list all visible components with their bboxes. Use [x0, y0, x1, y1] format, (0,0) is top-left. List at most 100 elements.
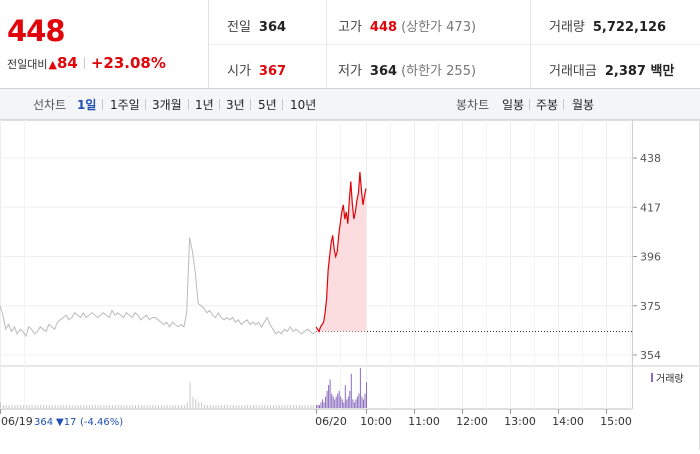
volume-bar [172, 405, 174, 408]
stat-volume: 거래량 5,722,126 [549, 16, 666, 35]
volume-bar [37, 405, 39, 408]
low-value: 364 [369, 64, 398, 79]
volume-bar [112, 405, 113, 408]
x-tick-label: 06/19 [1, 415, 33, 428]
trade-amount-label: 거래대금 [549, 64, 597, 79]
y-tick-label: 396 [640, 251, 661, 264]
change-label: 전일대비 [7, 58, 48, 71]
volume-bar [25, 405, 27, 408]
current-price-box: 448 전일대비▲84 +23.08% [0, 0, 209, 88]
period-1-year-button[interactable]: 1년 [195, 98, 214, 112]
divider [250, 99, 251, 110]
stat-prev-close: 전일 364 [227, 16, 286, 35]
current-price: 448 [7, 14, 66, 48]
x-tick-label: 12:00 [456, 415, 488, 428]
x-tick-label: 15:00 [600, 415, 632, 428]
open-value: 367 [258, 64, 287, 79]
volume-bar [329, 379, 331, 408]
volume-bar [60, 405, 62, 408]
volume-bar [221, 405, 223, 408]
volume-bar [135, 405, 136, 408]
divider [563, 99, 564, 110]
volume-bar [43, 405, 45, 408]
volume-bar [235, 405, 237, 408]
period-1-week-button[interactable]: 1주일 [110, 98, 140, 112]
volume-bar [40, 405, 42, 408]
volume-bar [284, 405, 286, 408]
volume-bar [249, 405, 251, 408]
volume-bar [317, 405, 319, 408]
divider [188, 99, 189, 110]
volume-bar [218, 405, 220, 408]
volume-bar [123, 405, 125, 408]
divider [209, 44, 700, 45]
volume-bar [146, 405, 148, 408]
volume-bar [155, 405, 157, 408]
volume-bar [117, 405, 119, 408]
chart-grid [0, 120, 700, 450]
period-3-year-button[interactable]: 3년 [226, 98, 245, 112]
volume-bar [264, 405, 266, 408]
volume-bar [183, 405, 185, 408]
volume-legend-swatch [651, 373, 653, 382]
volume-bar [287, 405, 289, 408]
volume-bar [209, 405, 211, 408]
volume-bar [304, 405, 306, 408]
volume-bar [340, 396, 342, 408]
upper-limit-value: 473) [446, 20, 477, 35]
period-5-year-button[interactable]: 5년 [258, 98, 277, 112]
chart-canvas: 438 417 396 375 354 거래량 06/19 06/20 10:00 11:00 12… [0, 120, 700, 450]
volume-bar [178, 405, 180, 408]
y-tick-label: 354 [640, 349, 661, 362]
x-tick-label: 06/20 [315, 415, 347, 428]
period-10-year-button[interactable]: 10년 [290, 98, 317, 112]
x-tick-label: 10:00 [360, 415, 392, 428]
prev-close-label: 전일 [227, 20, 251, 35]
volume-bar [48, 405, 50, 408]
volume-bar [255, 405, 257, 408]
volume-bar [198, 402, 200, 408]
volume-bar [28, 405, 30, 408]
volume-bar [232, 405, 234, 408]
series-line-today [315, 172, 367, 333]
volume-bar [11, 405, 13, 408]
chart-period-bar: 선차트 1일 1주일 3개월 1년 3년 5년 10년 봉차트 일봉 주봉 월봉 [0, 89, 700, 120]
prev-day-change: ▼17 [56, 417, 76, 428]
volume-bar [152, 405, 154, 408]
line-chart-label: 선차트 [33, 98, 67, 112]
volume-bar [106, 405, 108, 408]
volume-bar [103, 405, 105, 408]
change-rate: +23.08% [90, 54, 166, 72]
candle-daily-button[interactable]: 일봉 [502, 98, 525, 112]
period-1-day-button[interactable]: 1일 [77, 98, 97, 112]
trade-amount-value: 2,387 백만 [604, 64, 675, 79]
period-3-month-button[interactable]: 3개월 [152, 98, 182, 112]
change-amount: 84 [56, 54, 78, 72]
volume-bar [192, 396, 194, 408]
volume-bar [310, 405, 312, 408]
volume-bar [126, 405, 128, 408]
volume-bar [278, 405, 280, 408]
candle-monthly-button[interactable]: 월봉 [572, 98, 595, 112]
y-tick-label: 417 [640, 201, 661, 214]
volume-bar [129, 405, 131, 408]
lower-limit-label: (하한가 [401, 64, 443, 79]
volume-bar [338, 390, 340, 408]
volume-bar [149, 405, 151, 408]
series-area-today [316, 172, 366, 332]
volume-bar [14, 405, 16, 408]
chart-series [0, 172, 632, 338]
volume-bar [322, 399, 324, 408]
volume-bar [326, 390, 328, 408]
volume-bar [323, 402, 325, 408]
volume-bar [352, 399, 354, 408]
divider [529, 99, 530, 110]
candle-weekly-button[interactable]: 주봉 [536, 98, 559, 112]
volume-bar [169, 405, 171, 408]
volume-bar [320, 402, 322, 408]
high-label: 고가 [338, 20, 362, 35]
volume-bar [77, 405, 79, 408]
volume-bar [244, 405, 246, 408]
volume-bar [364, 393, 366, 408]
y-tick-label: 375 [640, 300, 661, 313]
